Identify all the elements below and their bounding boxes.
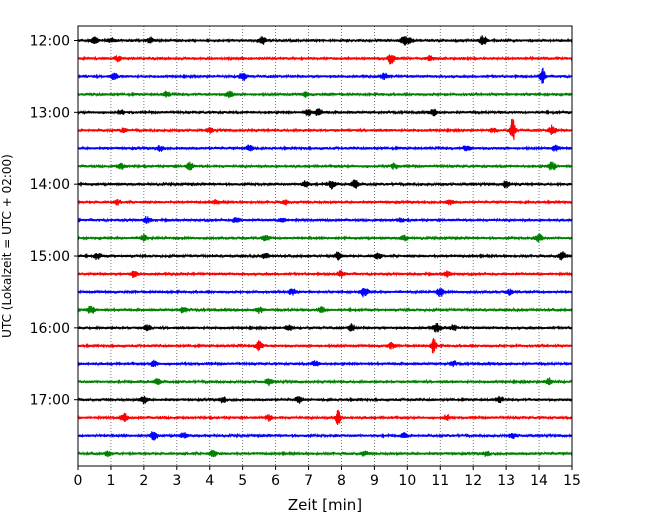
x-tick-label: 9 — [370, 473, 379, 489]
trace-line — [77, 233, 573, 243]
trace-group — [77, 35, 573, 458]
x-tick-label: 15 — [563, 473, 581, 489]
trace-line — [77, 54, 573, 65]
y-tick-label: 13:00 — [30, 105, 70, 121]
trace-line — [77, 359, 573, 368]
trace-line — [77, 287, 573, 298]
trace-line — [77, 305, 573, 315]
trace-line — [77, 323, 573, 333]
trace-line — [77, 67, 573, 84]
trace-line — [77, 409, 573, 426]
trace-line — [77, 144, 573, 152]
x-tick-label: 5 — [238, 473, 247, 489]
x-tick-label: 3 — [172, 473, 181, 489]
x-tick-label: 4 — [205, 473, 214, 489]
trace-line — [77, 216, 573, 224]
x-tick-label: 7 — [304, 473, 313, 489]
x-tick-label: 14 — [530, 473, 548, 489]
trace-line — [77, 108, 573, 117]
trace-line — [77, 35, 573, 46]
trace-line — [77, 198, 573, 206]
y-axis-ticks: 12:00 13:00 14:00 15:00 16:00 17:00 — [30, 34, 78, 409]
trace-line — [77, 431, 573, 441]
y-tick-label: 17:00 — [30, 393, 70, 409]
trace-line — [77, 179, 573, 190]
trace-line — [77, 251, 573, 261]
trace-line — [77, 449, 573, 458]
x-tick-label: 1 — [106, 473, 115, 489]
plot-frame — [77, 25, 573, 467]
x-axis-ticks: 0 1 2 3 4 5 6 7 8 9 10 11 12 13 14 15 — [74, 466, 581, 489]
x-tick-label: 8 — [337, 473, 346, 489]
y-tick-label: 16:00 — [30, 321, 70, 337]
x-tick-label: 12 — [464, 473, 482, 489]
y-tick-label: 15:00 — [30, 249, 70, 265]
trace-line — [77, 161, 573, 171]
trace-line — [77, 90, 573, 99]
x-tick-label: 10 — [398, 473, 416, 489]
trace-line — [77, 270, 573, 279]
x-tick-label: 6 — [271, 473, 280, 489]
trace-line — [77, 338, 573, 354]
x-tick-label: 2 — [139, 473, 148, 489]
x-axis-label: Zeit [min] — [288, 496, 362, 514]
y-axis-label: UTC (Lokalzeit = UTC + 02:00) — [0, 154, 14, 338]
x-tick-label: 11 — [431, 473, 449, 489]
x-tick-label: 13 — [497, 473, 515, 489]
x-tick-label: 0 — [74, 473, 83, 489]
y-tick-label: 12:00 — [30, 34, 70, 50]
trace-line — [77, 377, 573, 387]
vertical-grid-lines — [110, 26, 540, 466]
trace-line — [77, 118, 573, 141]
y-tick-label: 14:00 — [30, 177, 70, 193]
trace-line — [77, 395, 573, 404]
